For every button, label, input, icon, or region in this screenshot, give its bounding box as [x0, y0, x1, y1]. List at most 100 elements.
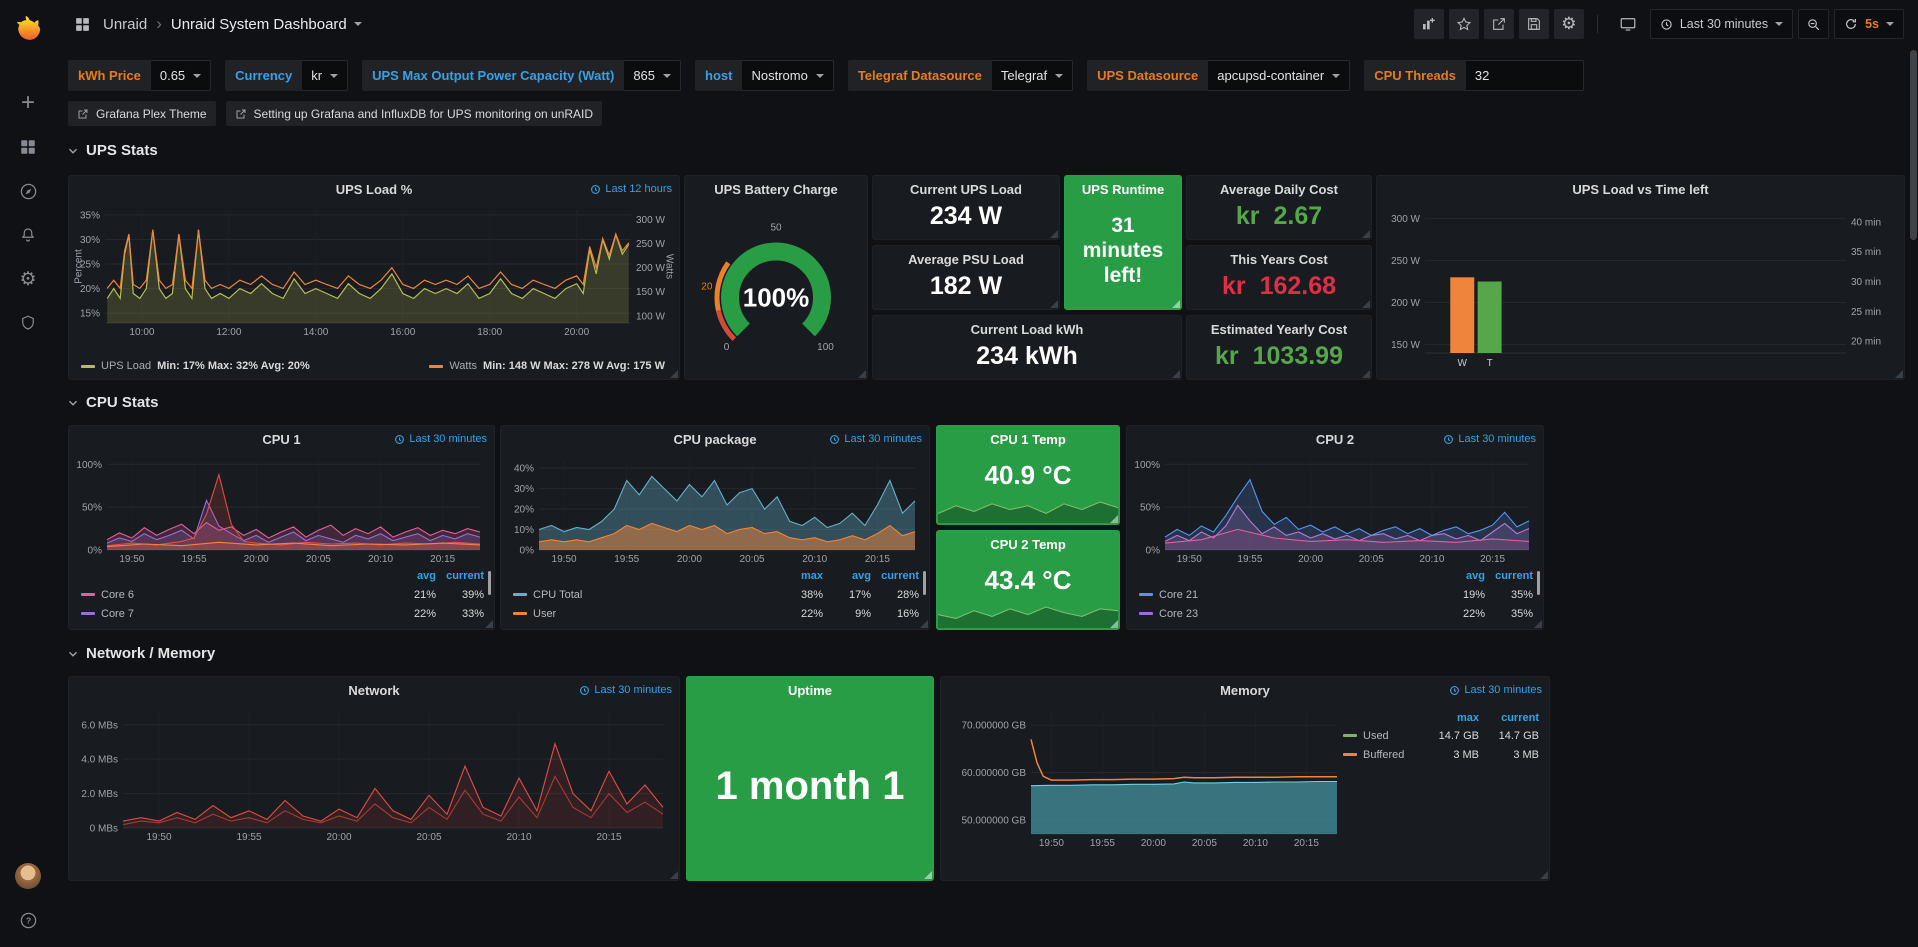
legend-header[interactable]: max current [1343, 709, 1539, 726]
legend-row[interactable]: Buffered 3 MB 3 MB [1343, 745, 1539, 764]
panel-header[interactable]: CPU 1 Temp [937, 426, 1119, 452]
variable-ups-datasource[interactable]: UPS Datasource apcupsd-container [1087, 60, 1351, 91]
configuration-gear-icon[interactable]: ⚙ [19, 268, 37, 290]
legend-col[interactable]: current [446, 570, 484, 582]
save-button[interactable] [1518, 9, 1549, 39]
legend-item[interactable]: Watts Min: 148 W Max: 278 W Avg: 175 W [429, 360, 665, 372]
panel-header[interactable]: UPS Runtime [1065, 176, 1181, 202]
legend-row[interactable]: Core 6 21% 39% [81, 585, 484, 604]
network-chart[interactable]: 0 MBs 2.0 MBs 4.0 MBs 6.0 MBs 19:50 19:55 20:0… [75, 705, 673, 844]
page-scrollbar[interactable] [1910, 50, 1917, 947]
legend-header[interactable]: avg current [1139, 567, 1533, 585]
battery-gauge[interactable]: 0 20 50 100 100% [693, 206, 859, 365]
panel-time-override[interactable]: Last 30 minutes [579, 684, 672, 696]
link-ups-monitoring-guide[interactable]: Setting up Grafana and InfluxDB for UPS … [225, 101, 603, 126]
explore-compass-icon[interactable] [17, 180, 39, 202]
panel-header[interactable]: Current UPS Load [873, 176, 1059, 198]
section-network-memory[interactable]: Network / Memory [66, 645, 215, 662]
star-button[interactable] [1448, 9, 1479, 39]
legend-header[interactable]: avg current [81, 567, 484, 585]
legend-value: 19% [1462, 588, 1485, 601]
legend-row[interactable]: Core 21 19% 35% [1139, 585, 1533, 604]
legend-row[interactable]: Core 7 22% 33% [81, 604, 484, 623]
legend-header[interactable]: max avg current [513, 567, 919, 585]
add-icon[interactable]: + [20, 89, 35, 116]
legend-row[interactable]: User 22% 9% 16% [513, 604, 919, 623]
panel-header[interactable]: UPS Load vs Time left [1377, 176, 1904, 202]
variable-currency[interactable]: Currency kr [225, 60, 349, 91]
help-icon[interactable]: ? [17, 909, 39, 931]
panel-time-override[interactable]: Last 30 minutes [394, 433, 487, 445]
ups-load-chart[interactable]: 15% 20% 25% 30% 35% 100 W 150 W 200 W 250 W 300 W… [75, 204, 673, 339]
panel-header[interactable]: CPU 2 Last 30 minutes [1127, 426, 1543, 452]
panel-header[interactable]: This Years Cost [1187, 246, 1371, 268]
legend-row[interactable]: CPU Total 38% 17% 28% [513, 585, 919, 604]
panel-header[interactable]: Network Last 30 minutes [69, 677, 679, 703]
refresh-picker[interactable]: 5s [1834, 9, 1904, 39]
shield-icon[interactable] [17, 312, 39, 334]
legend-value: 35% [1510, 588, 1533, 601]
breadcrumb-app[interactable]: Unraid [103, 15, 148, 33]
dashboard-settings-button[interactable]: ⚙ [1553, 9, 1584, 39]
cpu1-chart[interactable]: 0% 50% 100% 19:50 19:55 20:00 20:05 20:10 20:15 [75, 454, 488, 566]
link-grafana-plex-theme[interactable]: Grafana Plex Theme [68, 101, 216, 126]
panel-header[interactable]: Average Daily Cost [1187, 176, 1371, 198]
panel-header[interactable]: Current Load kWh [873, 316, 1181, 338]
template-variables: kWh Price 0.65 Currency kr UPS Max Output … [68, 60, 1584, 91]
legend-row[interactable]: Used 14.7 GB 14.7 GB [1343, 726, 1539, 745]
section-ups-stats[interactable]: UPS Stats [66, 142, 158, 159]
legend-col[interactable]: avg [1466, 570, 1485, 582]
legend-item[interactable]: UPS Load Min: 17% Max: 32% Avg: 20% [81, 360, 310, 372]
legend-scrollbar[interactable] [1537, 571, 1540, 595]
memory-chart[interactable]: 50.000000 GB 60.000000 GB 70.000000 GB 19:5… [947, 705, 1343, 850]
variable-telegraf-datasource[interactable]: Telegraf Datasource Telegraf [847, 60, 1074, 91]
cpu-threads-input[interactable] [1465, 60, 1584, 91]
scrollbar-thumb[interactable] [1910, 50, 1917, 240]
panel-header[interactable]: CPU 2 Temp [937, 531, 1119, 557]
panel-time-override[interactable]: Last 30 minutes [1443, 433, 1536, 445]
user-avatar[interactable] [15, 863, 41, 889]
share-button[interactable] [1483, 9, 1514, 39]
panel-time-override[interactable]: Last 12 hours [590, 183, 672, 195]
panel-header[interactable]: Uptime [687, 677, 933, 703]
legend-col[interactable]: current [881, 570, 919, 582]
legend-scrollbar[interactable] [488, 571, 491, 595]
variable-kwh-price[interactable]: kWh Price 0.65 [68, 60, 212, 91]
add-panel-button[interactable] [1413, 9, 1444, 39]
alerting-bell-icon[interactable] [17, 224, 39, 246]
zoom-out-button[interactable] [1798, 9, 1830, 39]
cpu-package-chart[interactable]: 0% 10% 20% 30% 40% 19:50 19:55 20:00 20:05 20:10 2… [507, 454, 923, 566]
apps-grid-icon[interactable] [70, 9, 94, 39]
stat-value: 40.9 °C [984, 459, 1072, 490]
legend-col[interactable]: avg [852, 570, 871, 582]
legend-col[interactable]: current [1501, 711, 1539, 724]
variable-host[interactable]: host Nostromo [695, 60, 834, 91]
panel-time-override[interactable]: Last 30 minutes [829, 433, 922, 445]
time-range-picker[interactable]: Last 30 minutes [1649, 9, 1794, 39]
panel-header[interactable]: CPU 1 Last 30 minutes [69, 426, 494, 452]
panel-header[interactable]: UPS Battery Charge [685, 176, 867, 202]
grafana-logo[interactable] [0, 0, 56, 52]
panel-header[interactable]: Estimated Yearly Cost [1187, 316, 1371, 338]
dashboards-icon[interactable] [17, 136, 39, 158]
panel-header[interactable]: CPU package Last 30 minutes [501, 426, 929, 452]
panel-title: Uptime [787, 682, 833, 698]
panel-header[interactable]: UPS Load % Last 12 hours [69, 176, 679, 202]
ups-load-vs-time-chart[interactable]: 150 W 200 W 250 W 300 W 20 min 25 min 30 min 35… [1385, 202, 1896, 371]
section-cpu-stats[interactable]: CPU Stats [66, 394, 159, 411]
legend-scrollbar[interactable] [923, 571, 926, 595]
legend-col[interactable]: max [1456, 711, 1479, 724]
dashboard-title[interactable]: Unraid System Dashboard [171, 16, 362, 33]
panel-title: UPS Load % [335, 181, 413, 197]
variable-ups-max-output[interactable]: UPS Max Output Power Capacity (Watt) 865 [362, 60, 682, 91]
legend-col[interactable]: current [1495, 570, 1533, 582]
cpu2-chart[interactable]: 0% 50% 100% 19:50 19:55 20:00 20:05 20:10 20:15 [1133, 454, 1537, 566]
legend-row[interactable]: Core 23 22% 35% [1139, 604, 1533, 623]
legend-col[interactable]: avg [417, 570, 436, 582]
panel-header[interactable]: Average PSU Load [873, 246, 1059, 268]
panel-time-override[interactable]: Last 30 minutes [1449, 684, 1542, 696]
svg-text:60.000000 GB: 60.000000 GB [962, 768, 1027, 779]
cycle-view-button[interactable] [1611, 9, 1645, 39]
panel-header[interactable]: Memory Last 30 minutes [941, 677, 1549, 703]
legend-col[interactable]: max [800, 570, 823, 582]
